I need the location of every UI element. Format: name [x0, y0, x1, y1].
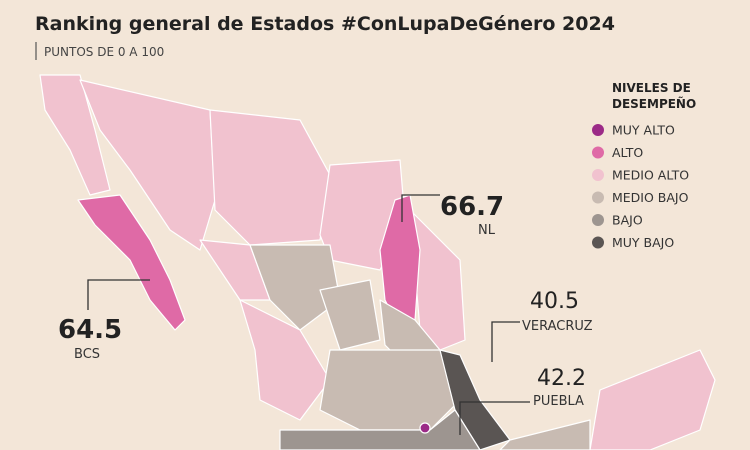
legend-label: MEDIO BAJO — [612, 190, 689, 205]
callout-label: PUEBLA — [533, 394, 584, 409]
map — [39, 74, 716, 450]
legend-label: BAJO — [612, 213, 643, 228]
subtitle: PUNTOS DE 0 A 100 — [44, 45, 164, 59]
leader-lines — [87, 194, 530, 435]
callout-value: 40.5 — [530, 289, 579, 314]
callout-label: NL — [478, 223, 496, 238]
callout-label: VERACRUZ — [522, 319, 593, 334]
state — [239, 299, 331, 421]
callout-value: 42.2 — [537, 366, 586, 391]
state — [249, 244, 341, 331]
legend-swatch — [592, 124, 604, 136]
state — [279, 409, 481, 450]
state — [589, 349, 716, 450]
state — [77, 194, 186, 331]
state — [319, 279, 381, 351]
legend-swatch — [592, 146, 604, 159]
title: Ranking general de Estados #ConLupaDeGén… — [35, 13, 615, 35]
legend-label: MUY BAJO — [612, 235, 674, 250]
callout-value: 66.7 — [440, 192, 504, 222]
legend-label: MEDIO ALTO — [612, 168, 689, 183]
leader-line — [87, 279, 150, 310]
legend-label: MUY ALTO — [612, 123, 675, 138]
leader-line — [459, 401, 530, 435]
legend-swatch — [592, 169, 604, 181]
legend-label: ALTO — [612, 145, 643, 160]
legend-swatch — [592, 214, 604, 226]
state — [319, 349, 461, 431]
state — [499, 419, 591, 450]
state — [209, 109, 331, 246]
leader-line — [491, 321, 520, 362]
leader-line — [401, 194, 440, 222]
legend-swatch — [592, 236, 604, 249]
callout-value: 64.5 — [58, 315, 122, 345]
legend: MUY ALTO ALTO MEDIO ALTO MEDIO BAJO BAJO MUY … — [592, 123, 689, 250]
legend-title: NIVELES DE — [612, 81, 691, 95]
callout-label: BCS — [74, 347, 100, 362]
legend-title: DESEMPEÑO — [612, 96, 696, 111]
state — [409, 209, 466, 351]
state — [419, 422, 431, 434]
legend-swatch — [592, 191, 604, 204]
